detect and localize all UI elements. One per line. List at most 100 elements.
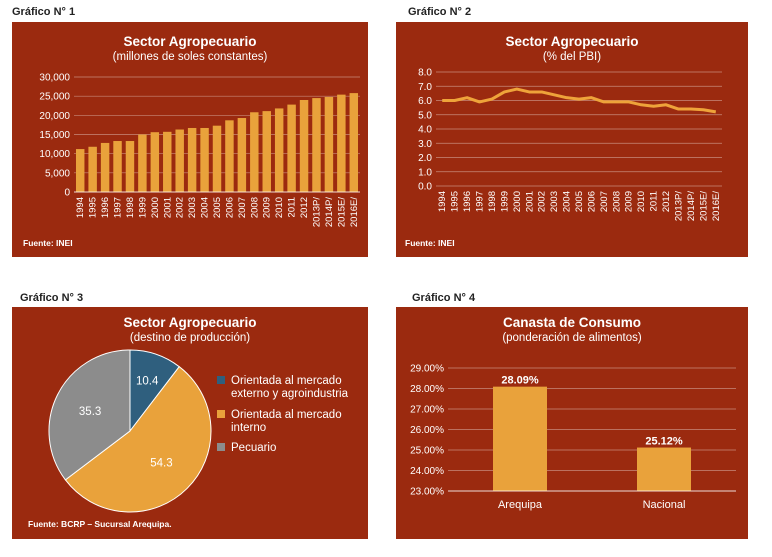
chart1-xtick-label: 2008 xyxy=(249,197,260,218)
chart1-bar xyxy=(337,94,346,192)
chart4-ytick-label: 24.00% xyxy=(410,466,444,477)
chart2-ytick-label: 5.0 xyxy=(418,110,432,121)
chart1-bar xyxy=(349,93,359,192)
chart1-xtick-label: 2011 xyxy=(287,197,298,217)
chart2-xtick-label: 2002 xyxy=(537,191,548,212)
chart2-xtick-label: 2009 xyxy=(624,191,635,212)
chart2-ytick-label: 0.0 xyxy=(418,182,432,193)
chart1-ytick-label: 30,000 xyxy=(39,73,70,84)
chart2-xtick-label: 1995 xyxy=(450,191,461,212)
chart2-xtick-label: 2008 xyxy=(611,191,622,212)
chart1-ytick-label: 5,000 xyxy=(45,168,70,179)
chart2-series-line xyxy=(442,87,717,114)
pie-legend-label: Orientada al mercado xyxy=(231,375,342,387)
chart1-bar xyxy=(262,111,271,192)
chart1-xtick-label: 2006 xyxy=(224,197,235,218)
chart1-bar xyxy=(150,132,160,192)
chart2-xtick-label: 1999 xyxy=(499,191,510,212)
chart1-bar xyxy=(225,120,234,192)
chart1-bar xyxy=(113,141,122,192)
pie-legend-swatch xyxy=(217,376,225,384)
chart2-title: Sector Agropecuario xyxy=(505,34,639,49)
pie-legend-label: Pecuario xyxy=(231,442,276,454)
chart4-ytick-label: 26.00% xyxy=(410,425,444,436)
chart2-ytick-label: 1.0 xyxy=(418,167,432,178)
chart2-ytick-label: 4.0 xyxy=(418,125,432,136)
chart4-title: Canasta de Consumo xyxy=(502,315,642,330)
chart1-xtick-label: 2016E/ xyxy=(349,197,360,227)
chart1-source: Fuente: INEI xyxy=(23,238,73,248)
chart2-subtitle: (% del PBI) xyxy=(542,51,602,63)
pie-legend-label: externo y agroindustria xyxy=(231,388,349,400)
chart3-source: Fuente: BCRP – Sucursal Arequipa. xyxy=(28,519,172,529)
chart1-xtick-label: 2009 xyxy=(262,197,273,218)
pie-slice xyxy=(48,349,131,481)
chart2-xtick-label: 2016E/ xyxy=(711,191,722,221)
chart1-title: Sector Agropecuario xyxy=(123,34,257,49)
chart1-xtick-label: 1998 xyxy=(125,197,136,218)
chart1-ytick-label: 20,000 xyxy=(39,111,70,122)
chart4-plot: 23.00% 24.00% 25.00% 26.00% 27.00% 28.00% 29.0… xyxy=(410,364,736,511)
chart1-ytick-label: 0 xyxy=(64,188,70,199)
chart1-subtitle: (millones de soles constantes) xyxy=(112,51,268,63)
chart1-xtick-label: 2003 xyxy=(187,197,198,218)
chart1-bar xyxy=(200,127,209,192)
chart2-xtick-label: 2013P/ xyxy=(673,191,684,221)
chart1-xtick-label: 2000 xyxy=(150,197,161,218)
chart2-source: Fuente: INEI xyxy=(405,238,455,248)
chart1-xtick-label: 2001 xyxy=(162,197,173,218)
chart1-panel: Sector Agropecuario (millones de soles c… xyxy=(12,22,368,257)
chart1-bar xyxy=(324,96,334,192)
chart1-xtick-label: 1994 xyxy=(75,197,86,218)
chart2-xtick-label: 1997 xyxy=(475,191,486,212)
chart4-label: Gráfico N° 4 xyxy=(412,292,476,304)
chart1-xtick-label: 2004 xyxy=(200,197,211,218)
pie-slice-label: 54.3 xyxy=(150,458,172,470)
chart2-xtick-label: 2014P/ xyxy=(686,191,697,221)
chart1-xtick-label: 1997 xyxy=(113,197,124,218)
chart1-xtick-label: 1996 xyxy=(100,197,111,218)
pie-legend-swatch xyxy=(217,410,225,418)
chart1-bar xyxy=(287,104,296,192)
chart1-xtick-label: 2005 xyxy=(212,197,223,218)
chart2-label: Gráfico N° 2 xyxy=(408,6,472,18)
chart1-bar xyxy=(187,127,197,192)
chart1-bar xyxy=(237,118,247,192)
pie-slice xyxy=(64,365,212,513)
chart2-xtick-label: 2007 xyxy=(599,191,610,212)
chart1-xtick-label: 2014P/ xyxy=(324,197,335,227)
chart4-subtitle: (ponderación de alimentos) xyxy=(502,332,642,344)
chart3-subtitle: (destino de producción) xyxy=(129,332,251,344)
chart2-xtick-label: 2006 xyxy=(586,191,597,212)
chart1-bar xyxy=(212,125,222,192)
chart4-xtick-label: Nacional xyxy=(643,499,686,511)
chart1-xtick-label: 2007 xyxy=(237,197,248,218)
chart3-panel: Sector Agropecuario (destino de producci… xyxy=(12,307,368,539)
chart1-ytick-label: 25,000 xyxy=(39,92,70,103)
chart2-xtick-label: 2004 xyxy=(562,191,573,212)
chart1-ytick-label: 10,000 xyxy=(39,149,70,160)
chart2-xtick-label: 1994 xyxy=(437,191,448,212)
chart4-data-label: 25.12% xyxy=(645,436,683,448)
chart1-bar xyxy=(88,146,97,192)
pie-legend-label: Orientada al mercado xyxy=(231,409,342,421)
pie-slice-label: 10.4 xyxy=(136,375,159,387)
chart2-ytick-label: 6.0 xyxy=(418,96,432,107)
chart2-xtick-label: 2001 xyxy=(524,191,535,212)
chart2-xtick-label: 2010 xyxy=(636,191,647,212)
chart1-bar xyxy=(163,131,172,192)
pie-slice-label: 35.3 xyxy=(79,406,101,418)
chart1-bar xyxy=(100,142,110,192)
chart1-xtick-label: 2010 xyxy=(274,197,285,218)
chart3-title: Sector Agropecuario xyxy=(123,315,257,330)
chart1-bar xyxy=(175,129,184,192)
chart4-data-label: 28.09% xyxy=(501,375,539,387)
chart4-ytick-label: 25.00% xyxy=(410,446,444,457)
chart4-panel: Canasta de Consumo (ponderación de alime… xyxy=(396,307,748,539)
chart1-xtick-label: 2012 xyxy=(299,197,310,218)
chart1-bar xyxy=(250,112,259,192)
chart2-ytick-label: 2.0 xyxy=(418,153,432,164)
chart4-bar xyxy=(493,386,547,491)
